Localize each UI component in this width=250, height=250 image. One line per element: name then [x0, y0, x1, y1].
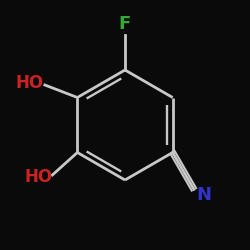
Text: F: F [119, 15, 131, 33]
Text: HO: HO [16, 74, 44, 92]
Text: HO: HO [24, 168, 53, 186]
Text: N: N [196, 186, 211, 204]
